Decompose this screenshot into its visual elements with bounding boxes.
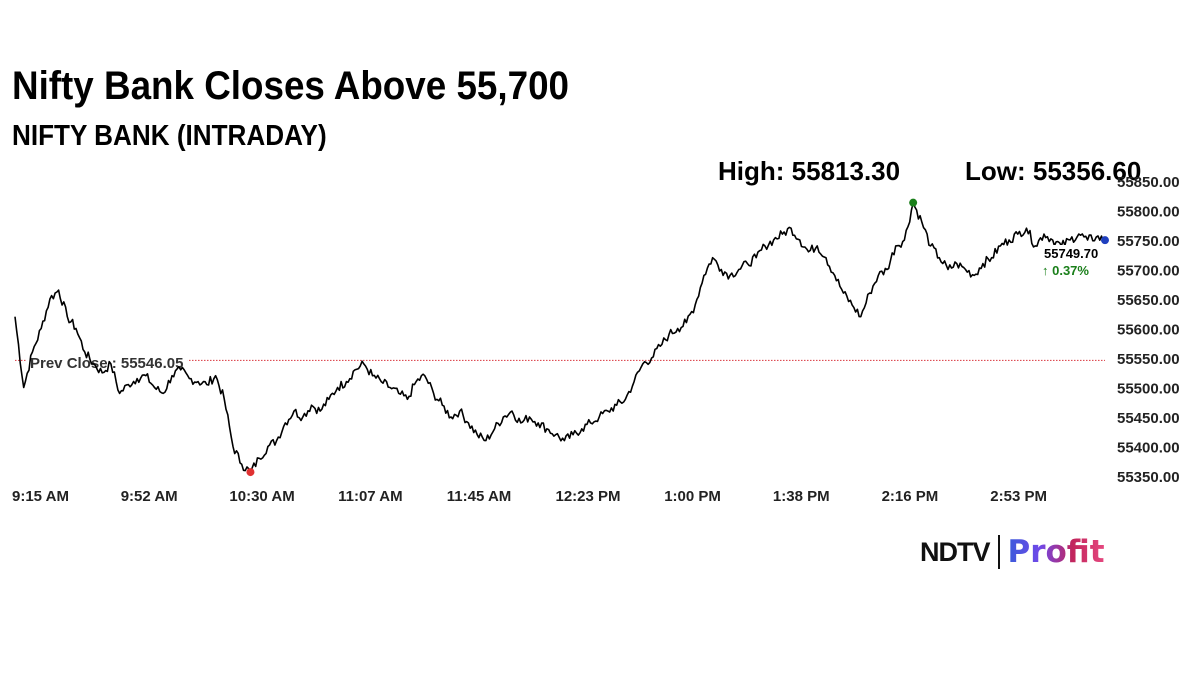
- high-marker: [909, 198, 918, 207]
- last-price-label: 55749.70: [1044, 246, 1098, 261]
- last-price-marker: [1101, 236, 1109, 245]
- x-tick-label: 11:45 AM: [447, 488, 511, 505]
- logo-profit-text: Profit: [1007, 534, 1105, 570]
- high-label: High: 55813.30: [718, 156, 901, 186]
- y-tick-label: 55700.00: [1117, 263, 1180, 280]
- prev-close-label: Prev Close : 55546.05: [30, 355, 183, 372]
- logo-ndtv-text: NDTV: [920, 536, 990, 567]
- x-tick-label: 12:23 PM: [556, 488, 621, 505]
- logo-separator: [997, 535, 1000, 569]
- y-tick-label: 55550.00: [1117, 351, 1180, 368]
- prev-close-label-bg: [26, 353, 188, 374]
- change-label: ↑ 0.37%: [1042, 263, 1089, 278]
- y-tick-label: 55350.00: [1117, 469, 1180, 486]
- y-tick-label: 55400.00: [1117, 440, 1180, 457]
- y-tick-label: 55800.00: [1117, 204, 1180, 221]
- x-tick-label: 2:53 PM: [990, 488, 1047, 505]
- last-price-label-bg: [1042, 245, 1101, 262]
- x-tick-label: 9:15 AM: [12, 488, 69, 505]
- x-tick-label: 11:07 AM: [338, 488, 402, 505]
- x-tick-label: 1:00 PM: [664, 488, 721, 505]
- y-tick-label: 55450.00: [1117, 410, 1180, 427]
- low-label: Low: 55356.60: [965, 156, 1142, 186]
- x-tick-label: 10:30 AM: [229, 488, 294, 505]
- low-marker: [246, 468, 255, 477]
- x-tick-label: 1:38 PM: [773, 488, 830, 505]
- x-axis: 9:15 AM 9:52 AM 10:30 AM 11:07 AM 11:45 AM 12…: [12, 488, 1047, 505]
- y-tick-label: 55650.00: [1117, 292, 1180, 309]
- y-tick-label: 55600.00: [1117, 322, 1180, 339]
- x-tick-label: 9:52 AM: [121, 488, 178, 505]
- chart-subtitle: NIFTY BANK (INTRADAY): [12, 120, 327, 152]
- ndtv-profit-logo: NDTV Profit: [920, 532, 1105, 572]
- chart-headline: Nifty Bank Closes Above 55,700: [12, 64, 570, 108]
- y-tick-label: 55500.00: [1117, 381, 1180, 398]
- x-tick-label: 2:16 PM: [882, 488, 939, 505]
- y-axis: 55850.00 55800.00 55750.00 55700.00 55650.00…: [1117, 174, 1180, 486]
- y-tick-label: 55850.00: [1117, 174, 1180, 191]
- y-tick-label: 55750.00: [1117, 233, 1180, 250]
- price-line: [14, 201, 1106, 473]
